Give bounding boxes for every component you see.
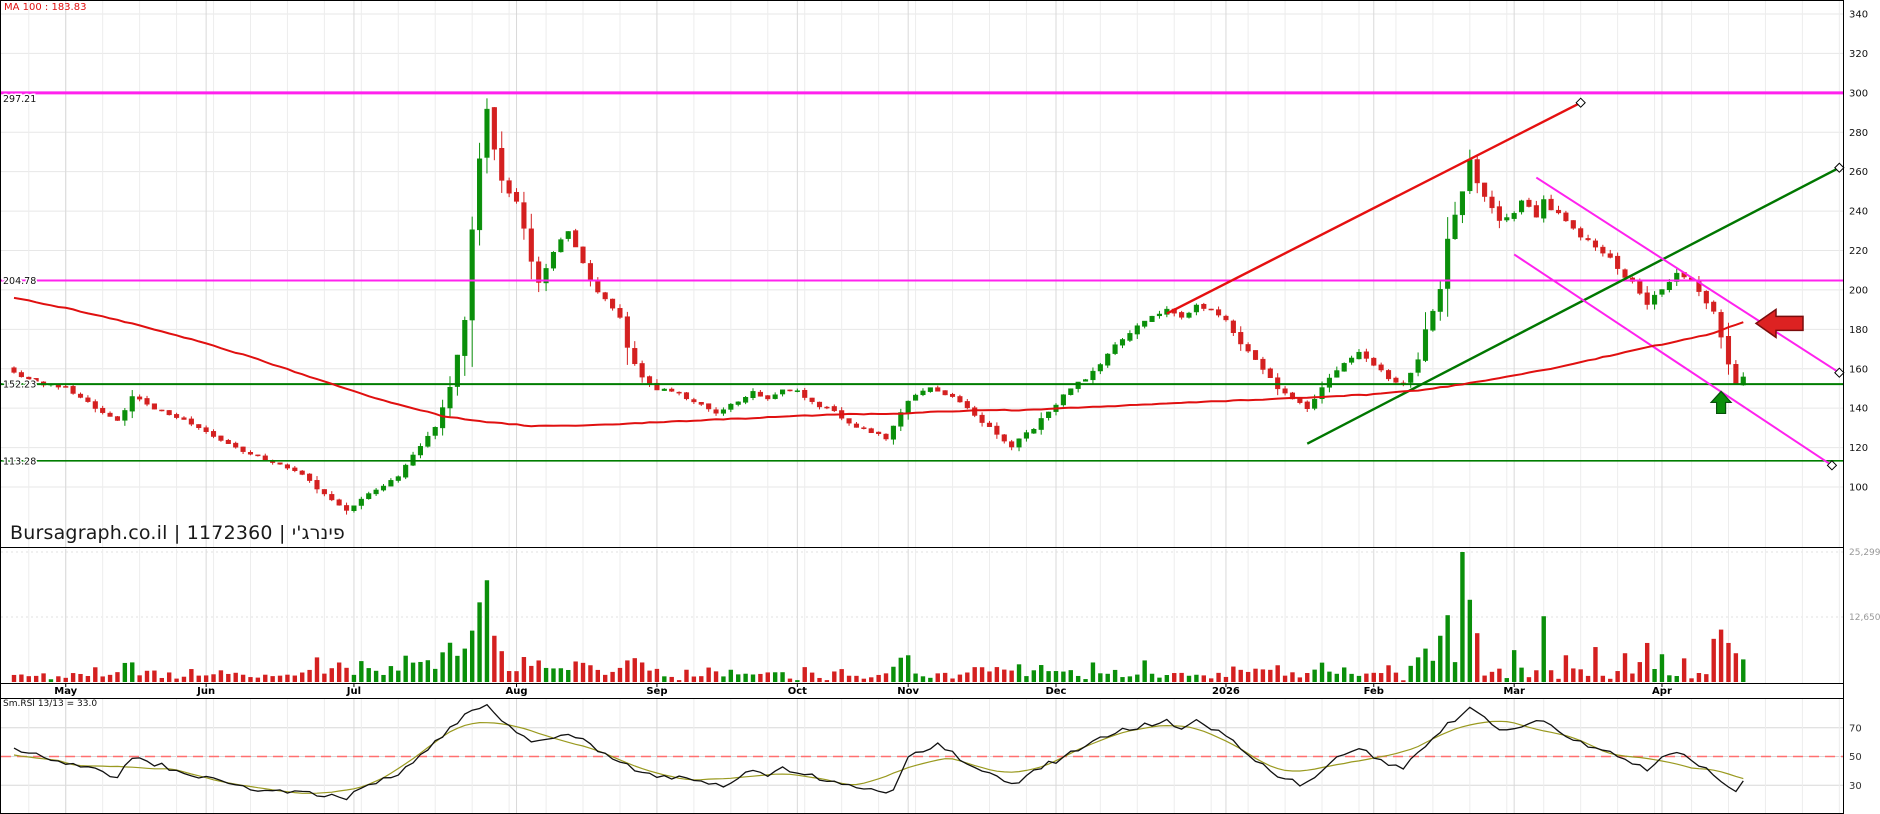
svg-text:Sep: Sep [646,686,667,697]
horizontal-level-lines [0,93,1843,461]
svg-text:180: 180 [1849,325,1868,336]
svg-text:25,299: 25,299 [1849,548,1880,558]
svg-text:30: 30 [1849,781,1862,792]
svg-text:200: 200 [1849,285,1868,296]
svg-text:Mar: Mar [1503,686,1525,697]
svg-text:140: 140 [1849,404,1868,415]
svg-text:Jun: Jun [196,686,215,697]
rsi-axis-labels: 70 50 30 [1849,723,1862,792]
trendlines [1167,103,1839,466]
svg-text:Jul: Jul [346,686,361,697]
svg-text:120: 120 [1849,443,1868,454]
svg-text:300: 300 [1849,88,1868,99]
svg-text:Dec: Dec [1045,686,1066,697]
svg-text:152.23: 152.23 [3,380,36,391]
svg-text:280: 280 [1849,128,1868,139]
svg-text:12,650: 12,650 [1849,613,1880,623]
panel-frame [0,0,1844,814]
svg-text:Nov: Nov [897,686,919,697]
price-chart-canvas[interactable]: 340 320 300 280 260 240 220 200 180 160 140 120 100 2… [0,0,1880,814]
price-axis-labels: 340 320 300 280 260 240 220 200 180 160 140 120 100 [1849,10,1868,494]
svg-text:Apr: Apr [1652,686,1672,697]
left-price-level-labels: 297.21 204.78 152.23 113.28 [3,94,36,467]
svg-text:220: 220 [1849,246,1868,257]
svg-text:2026: 2026 [1212,686,1240,697]
svg-text:70: 70 [1849,723,1862,734]
svg-text:240: 240 [1849,207,1868,218]
volume-axis-labels: 25,299 12,650 [1849,548,1880,623]
svg-text:113.28: 113.28 [3,456,36,467]
svg-text:Oct: Oct [788,686,807,697]
svg-text:320: 320 [1849,49,1868,60]
svg-text:50: 50 [1849,752,1862,763]
svg-text:297.21: 297.21 [3,94,36,105]
svg-text:160: 160 [1849,364,1868,375]
ma-indicator-label: MA 100 : 183.83 [4,2,86,13]
svg-text:May: May [54,686,77,697]
watermark: Bursagraph.co.il | 1172360 | פינרג'י [10,522,345,544]
grid-vertical [29,1,1840,813]
chart-root: 340 320 300 280 260 240 220 200 180 160 140 120 100 2… [0,0,1880,814]
svg-text:204.78: 204.78 [3,276,36,287]
svg-text:Aug: Aug [506,686,528,697]
svg-text:260: 260 [1849,167,1868,178]
month-labels: May Jun Jul Aug Sep Oct Nov Dec 2026 Feb Mar Apr [54,686,1672,697]
svg-text:Feb: Feb [1364,686,1384,697]
rsi-indicator-label: Sm.RSI 13/13 = 33.0 [3,699,97,709]
svg-text:340: 340 [1849,10,1868,21]
annotation-arrows [1711,309,1803,413]
svg-text:100: 100 [1849,483,1868,494]
